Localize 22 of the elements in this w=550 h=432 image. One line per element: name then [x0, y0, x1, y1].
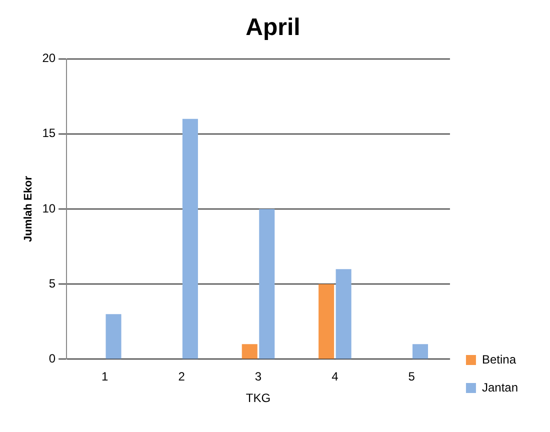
x-tick-label: 1 — [102, 370, 109, 384]
x-tick-label: 4 — [332, 370, 339, 384]
chart-title: April — [246, 14, 300, 42]
y-axis-title: Jumlah Ekor — [22, 175, 35, 242]
y-tick-label: 20 — [42, 51, 56, 66]
x-tick-label: 2 — [178, 370, 186, 384]
x-tick-label: 3 — [254, 370, 262, 384]
bar — [412, 344, 428, 359]
legend-label: Jantan — [482, 380, 518, 394]
y-tick-label: 15 — [42, 126, 56, 140]
y-tick-label: 10 — [42, 201, 56, 216]
bar — [106, 314, 122, 359]
bar — [336, 269, 352, 359]
bar — [182, 118, 198, 359]
bar — [259, 209, 275, 359]
x-tick-label: 5 — [408, 370, 416, 384]
y-tick-label: 0 — [48, 352, 56, 366]
y-tick-label: 5 — [48, 276, 56, 290]
x-axis-title: TKG — [246, 391, 271, 406]
legend-label: Betina — [482, 352, 516, 366]
bar — [242, 344, 258, 359]
bar — [318, 284, 334, 359]
